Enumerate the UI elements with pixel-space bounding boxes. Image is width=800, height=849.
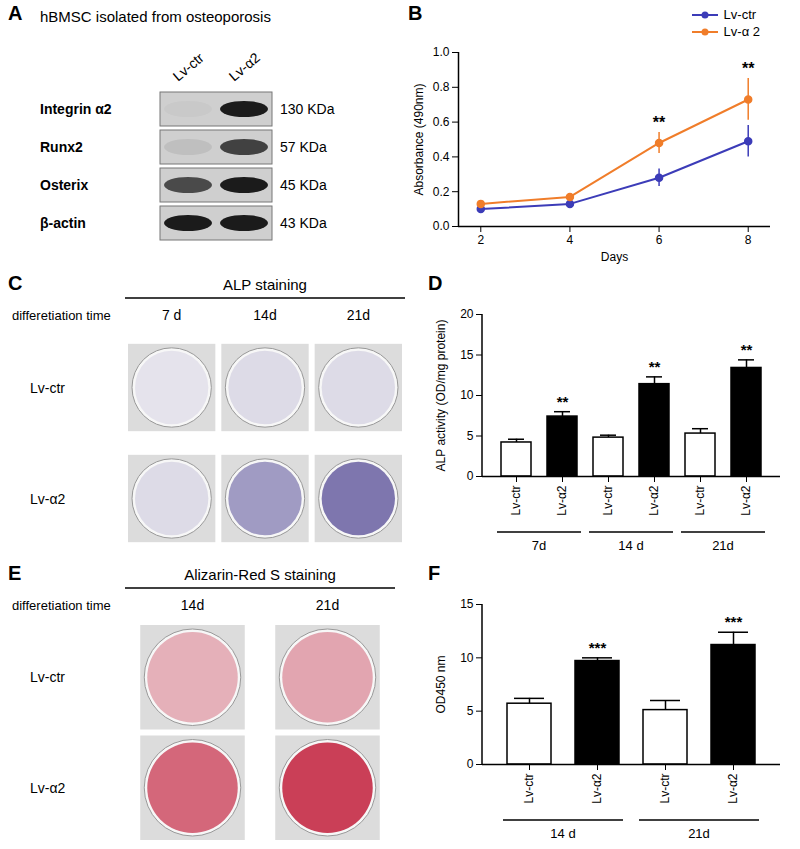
svg-text:Alizarin-Red S staining: Alizarin-Red S staining — [184, 566, 336, 583]
svg-text:**: ** — [742, 60, 755, 77]
svg-text:0.6: 0.6 — [433, 115, 450, 129]
html-text:F: F — [428, 562, 441, 584]
svg-text:1.0: 1.0 — [433, 45, 450, 59]
svg-text:Lv-α2: Lv-α2 — [739, 485, 753, 516]
svg-text:***: *** — [589, 639, 607, 656]
svg-text:Days: Days — [601, 250, 628, 264]
svg-text:Lv-ctr: Lv-ctr — [522, 773, 536, 803]
svg-text:Lv-α2: Lv-α2 — [226, 49, 264, 84]
svg-text:15: 15 — [460, 597, 474, 611]
svg-text:Lv-α2: Lv-α2 — [555, 485, 569, 516]
svg-text:Runx2: Runx2 — [40, 139, 83, 155]
html-text:C: C — [8, 272, 23, 294]
svg-text:OD450 nm: OD450 nm — [434, 655, 448, 713]
svg-text:***: *** — [725, 613, 743, 630]
html-text:D: D — [428, 272, 443, 294]
svg-text:Integrin α2: Integrin α2 — [40, 101, 112, 117]
svg-text:**: ** — [741, 341, 753, 358]
svg-text:45 KDa: 45 KDa — [280, 177, 327, 193]
svg-text:5: 5 — [467, 429, 474, 443]
svg-text:0.2: 0.2 — [433, 185, 450, 199]
svg-text:0.8: 0.8 — [433, 80, 450, 94]
svg-text:8: 8 — [745, 233, 752, 247]
svg-text:0: 0 — [467, 469, 474, 483]
svg-text:21d: 21d — [688, 826, 710, 841]
svg-text:14d: 14d — [181, 597, 204, 613]
svg-text:Absorbance (490nm): Absorbance (490nm) — [412, 83, 426, 195]
svg-text:7d: 7d — [532, 538, 546, 553]
svg-text:differetiation time: differetiation time — [12, 598, 111, 613]
svg-text:43 KDa: 43 KDa — [280, 215, 327, 231]
svg-text:Lv-ctr: Lv-ctr — [170, 49, 207, 84]
svg-text:Lv-α2: Lv-α2 — [647, 485, 661, 516]
svg-text:0.0: 0.0 — [433, 219, 450, 233]
svg-text:**: ** — [557, 393, 569, 410]
svg-text:21d: 21d — [712, 538, 734, 553]
html-text:E: E — [8, 562, 22, 584]
svg-text:21d: 21d — [316, 597, 339, 613]
svg-text:21d: 21d — [347, 307, 370, 323]
svg-text:Lv-α2: Lv-α2 — [30, 491, 66, 507]
svg-text:Lv-ctr: Lv-ctr — [693, 485, 707, 515]
svg-text:differetiation time: differetiation time — [12, 308, 111, 323]
svg-text:Lv-ctr: Lv-ctr — [601, 485, 615, 515]
svg-text:2: 2 — [477, 233, 484, 247]
svg-text:0: 0 — [467, 757, 474, 771]
svg-text:Lv-ctr: Lv-ctr — [658, 773, 672, 803]
svg-text:Osterix: Osterix — [40, 177, 88, 193]
svg-text:Lv-ctr: Lv-ctr — [30, 669, 65, 685]
svg-text:hBMSC isolated from osteoporo: hBMSC isolated from osteoporosis — [40, 8, 271, 25]
svg-text:Lv-α2: Lv-α2 — [726, 773, 740, 804]
svg-text:ALP staining: ALP staining — [223, 276, 307, 293]
svg-text:0.4: 0.4 — [433, 150, 450, 164]
svg-text:10: 10 — [460, 388, 474, 402]
svg-text:Lv-α2: Lv-α2 — [30, 780, 66, 796]
svg-text:ALP activity (OD/mg protein): ALP activity (OD/mg protein) — [434, 320, 448, 472]
svg-text:14d: 14d — [253, 307, 276, 323]
html-text:Lv-α 2: Lv-α 2 — [723, 24, 760, 39]
html-text:B: B — [408, 2, 423, 24]
svg-text:4: 4 — [567, 233, 574, 247]
svg-text:57 KDa: 57 KDa — [280, 139, 327, 155]
svg-text:5: 5 — [467, 704, 474, 718]
svg-text:Lv-ctr: Lv-ctr — [509, 485, 523, 515]
html-text:A: A — [8, 2, 23, 24]
svg-text:10: 10 — [460, 651, 474, 665]
svg-text:14 d: 14 d — [618, 538, 643, 553]
html-text:Lv-ctr: Lv-ctr — [723, 7, 757, 22]
svg-text:β-actin: β-actin — [40, 215, 86, 231]
svg-text:7 d: 7 d — [162, 307, 181, 323]
svg-text:6: 6 — [656, 233, 663, 247]
svg-text:130 KDa: 130 KDa — [280, 101, 335, 117]
svg-text:Lv-ctr: Lv-ctr — [30, 380, 65, 396]
svg-text:Lv-α2: Lv-α2 — [590, 773, 604, 804]
svg-text:15: 15 — [460, 348, 474, 362]
svg-text:**: ** — [653, 114, 666, 131]
svg-text:14 d: 14 d — [550, 826, 575, 841]
svg-text:20: 20 — [460, 307, 474, 321]
svg-text:**: ** — [649, 358, 661, 375]
